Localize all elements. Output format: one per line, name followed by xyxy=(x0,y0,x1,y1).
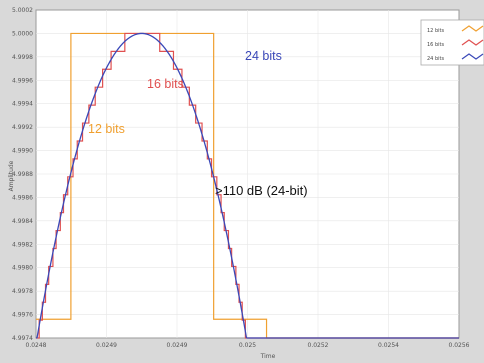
y-tick-label: 4.9982 xyxy=(12,241,33,248)
y-tick-label: 4.9974 xyxy=(12,335,33,342)
x-tick-label: 0.0249 xyxy=(96,342,117,349)
legend-label-24-bits: 24 bits xyxy=(427,56,444,62)
x-tick-label: 0.0254 xyxy=(378,342,399,349)
y-tick-label: 4.9998 xyxy=(12,54,33,61)
y-tick-label: 4.9976 xyxy=(12,312,33,319)
series-lines xyxy=(35,32,459,339)
x-tick-label: 0.025 xyxy=(239,342,256,349)
legend-swatch-24-bits xyxy=(461,53,484,60)
y-tick-label: 4.9984 xyxy=(12,218,33,225)
x-tick-label: 0.0252 xyxy=(308,342,329,349)
x-tick-label: 0.0249 xyxy=(167,342,188,349)
y-tick-label: 4.9986 xyxy=(12,194,33,201)
y-tick-label: 4.9990 xyxy=(12,148,33,155)
y-tick-label: 4.9988 xyxy=(12,171,33,178)
y-tick-label: 5.0000 xyxy=(12,30,33,37)
y-axis-label: Amplitude xyxy=(8,160,15,191)
label-24-bits: 24 bits xyxy=(245,49,282,63)
y-tick-label: 4.9996 xyxy=(12,77,33,84)
x-axis-label: Time xyxy=(260,353,276,360)
legend-swatch-12-bits xyxy=(461,25,484,32)
grid xyxy=(36,10,459,338)
dynamic-range-annotation: >110 dB (24-bit) xyxy=(215,183,308,198)
legend-label-12-bits: 12 bits xyxy=(427,28,444,34)
x-tick-label: 0.0248 xyxy=(26,342,47,349)
x-axis-ticks: 0.0248 0.0249 0.0249 0.025 0.0252 0.0254 0.025… xyxy=(26,342,470,349)
y-tick-label: 4.9980 xyxy=(12,265,33,272)
label-16-bits: 16 bits xyxy=(147,77,184,91)
y-tick-label: 4.9992 xyxy=(12,124,33,131)
series-line-24-bits xyxy=(35,32,459,339)
legend-swatch-16-bits xyxy=(461,39,484,46)
x-tick-label: 0.0256 xyxy=(449,342,470,349)
y-tick-label: 5.0002 xyxy=(12,7,33,14)
y-axis-ticks: 5.0002 5.0000 4.9998 4.9996 4.9994 4.9992 4.99… xyxy=(12,7,33,342)
y-tick-label: 4.9994 xyxy=(12,101,33,108)
legend: 12 bits 16 bits 24 bits xyxy=(420,19,484,66)
label-12-bits: 12 bits xyxy=(88,122,125,136)
legend-label-16-bits: 16 bits xyxy=(427,42,444,48)
y-tick-label: 4.9978 xyxy=(12,288,33,295)
